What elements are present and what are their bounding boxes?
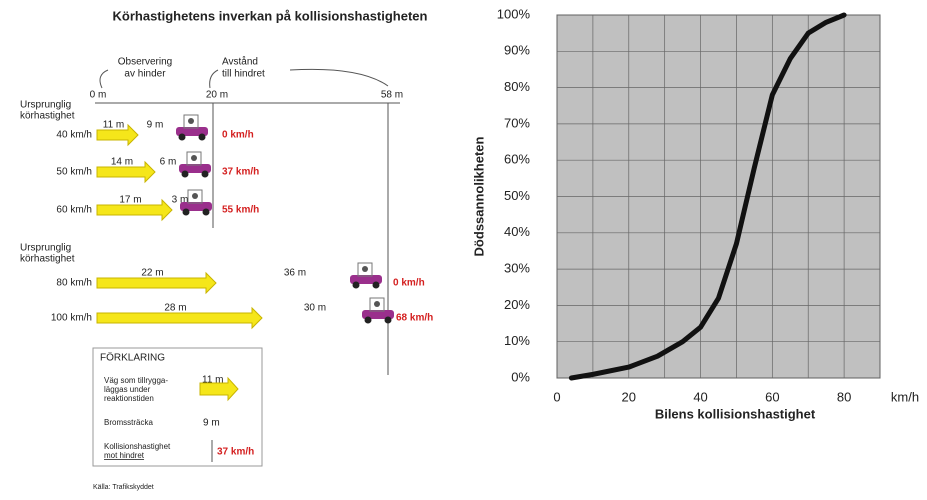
speed-label: 80 km/h bbox=[56, 278, 92, 289]
speed-label: 100 km/h bbox=[51, 313, 92, 324]
wheel bbox=[199, 134, 206, 141]
wheel bbox=[365, 317, 372, 324]
braking-distance: 9 m bbox=[147, 120, 164, 131]
legend-text: reaktionstiden bbox=[104, 394, 154, 403]
x-tick-label: 20 bbox=[622, 389, 636, 404]
legend-text: mot hindret bbox=[104, 451, 145, 460]
speed-label: 40 km/h bbox=[56, 130, 92, 141]
speed-label: 60 km/h bbox=[56, 205, 92, 216]
y-tick-label: 0% bbox=[511, 369, 530, 384]
axis-mark: 0 m bbox=[90, 90, 107, 101]
legend-text: Kollisionshastighet bbox=[104, 442, 171, 451]
driver bbox=[362, 266, 368, 272]
reaction-distance: 14 m bbox=[111, 157, 133, 168]
wheel bbox=[202, 171, 209, 178]
distance-label: Avstånd bbox=[222, 56, 258, 68]
car bbox=[176, 115, 208, 141]
legend-text: Väg som tillrygga- bbox=[104, 376, 168, 385]
wheel bbox=[183, 209, 190, 216]
wheel bbox=[182, 171, 189, 178]
legend-title: FÖRKLARING bbox=[100, 352, 165, 364]
car bbox=[179, 152, 211, 178]
observe-label: av hinder bbox=[124, 69, 166, 80]
y-axis-label: Dödssannolikheten bbox=[471, 136, 486, 256]
diagram-title: Körhastighetens inverkan på kollisionsha… bbox=[113, 8, 428, 23]
x-unit: km/h bbox=[891, 389, 919, 404]
speed-label: 50 km/h bbox=[56, 167, 92, 178]
y-tick-label: 60% bbox=[504, 152, 530, 167]
y-tick-label: 20% bbox=[504, 297, 530, 312]
page: Körhastighetens inverkan på kollisionsha… bbox=[0, 0, 927, 495]
wheel bbox=[353, 282, 360, 289]
reaction-distance: 17 m bbox=[119, 195, 141, 206]
axis-mark: 58 m bbox=[381, 90, 403, 101]
driver bbox=[191, 155, 197, 161]
collision-speed: 0 km/h bbox=[222, 130, 254, 141]
car bbox=[350, 263, 382, 289]
y-tick-label: 30% bbox=[504, 261, 530, 276]
y-tick-label: 50% bbox=[504, 188, 530, 203]
car bbox=[362, 298, 394, 324]
y-tick-label: 40% bbox=[504, 224, 530, 239]
wheel bbox=[179, 134, 186, 141]
driver bbox=[192, 193, 198, 199]
y-tick-label: 70% bbox=[504, 115, 530, 130]
wheel bbox=[373, 282, 380, 289]
observe-label: Observering bbox=[118, 57, 172, 68]
x-tick-label: 0 bbox=[553, 389, 560, 404]
y-tick-label: 80% bbox=[504, 79, 530, 94]
y-tick-label: 90% bbox=[504, 43, 530, 58]
reaction-distance: 22 m bbox=[141, 268, 163, 279]
rows: 40 km/h 11 m 9 m 0 km/h 50 km/h 14 m 6 m 37 km/… bbox=[51, 115, 433, 328]
source: Källa: Trafikskyddet bbox=[93, 484, 154, 491]
group-label: Ursprunglig bbox=[20, 100, 71, 111]
group-label: körhastighet bbox=[20, 111, 75, 122]
x-tick-label: 60 bbox=[765, 389, 779, 404]
chart: 0% 10% 20% 30% 40% 50% 60% 70% 80% 90% 100% 0 20 40 60… bbox=[471, 6, 919, 421]
y-tick-label: 10% bbox=[504, 333, 530, 348]
axis-mark: 20 m bbox=[206, 90, 228, 101]
legend-value: 37 km/h bbox=[217, 447, 254, 458]
x-tick-label: 80 bbox=[837, 389, 851, 404]
braking-distance: 36 m bbox=[284, 268, 306, 279]
wheel bbox=[385, 317, 392, 324]
y-tick-label: 100% bbox=[497, 6, 531, 21]
braking-distance: 6 m bbox=[160, 157, 177, 168]
wheel bbox=[203, 209, 210, 216]
braking-distance: 30 m bbox=[304, 303, 326, 314]
distance-label: till hindret bbox=[222, 69, 265, 80]
legend-text: Bromssträcka bbox=[104, 418, 153, 427]
reaction-distance: 11 m bbox=[103, 120, 125, 131]
x-axis-label: Bilens kollisionshastighet bbox=[655, 406, 816, 421]
group-label: körhastighet bbox=[20, 254, 75, 265]
driver bbox=[374, 301, 380, 307]
driver bbox=[188, 118, 194, 124]
collision-speed: 0 km/h bbox=[393, 278, 425, 289]
reaction-distance: 28 m bbox=[164, 303, 186, 314]
collision-speed: 68 km/h bbox=[396, 313, 433, 324]
collision-speed: 37 km/h bbox=[222, 167, 259, 178]
legend-value: 11 m bbox=[202, 375, 224, 386]
legend-text: läggas under bbox=[104, 385, 151, 394]
group-label: Ursprunglig bbox=[20, 243, 71, 254]
x-tick-label: 40 bbox=[693, 389, 707, 404]
legend-value: 9 m bbox=[203, 418, 220, 429]
collision-speed: 55 km/h bbox=[222, 205, 259, 216]
